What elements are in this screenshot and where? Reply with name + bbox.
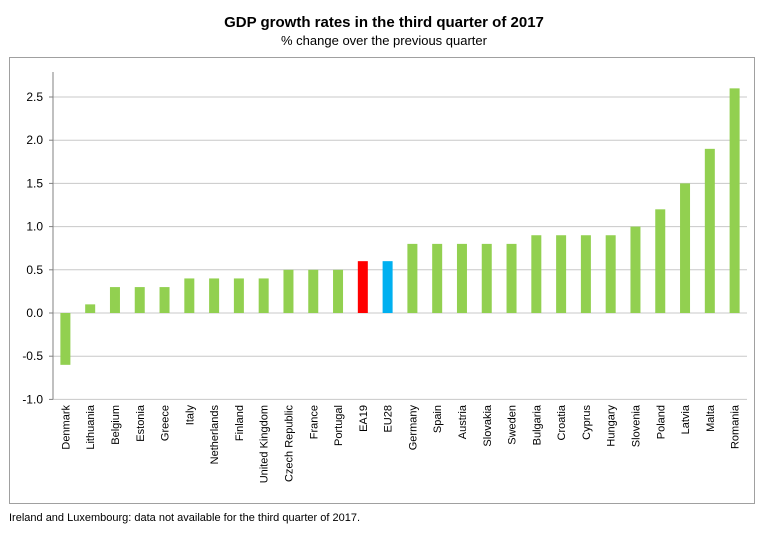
x-tick-label: Sweden (507, 405, 519, 445)
x-tick-label: Cyprus (581, 405, 593, 440)
x-tick-label: Netherlands (209, 405, 221, 465)
y-tick-label: 0.0 (26, 306, 43, 320)
x-tick-label: Czech Republic (283, 405, 295, 483)
bar-czech-republic (283, 269, 294, 313)
x-tick-label: Bulgaria (531, 404, 543, 445)
x-tick-label: Estonia (135, 404, 147, 442)
x-tick-label: Romania (730, 404, 742, 449)
x-tick-label: France (308, 405, 320, 439)
x-tick-label: Poland (655, 405, 667, 439)
x-tick-label: Belgium (110, 405, 122, 445)
x-tick-label: EA19 (358, 405, 370, 432)
x-tick-label: Portugal (333, 405, 345, 446)
bar-finland (233, 278, 244, 313)
x-tick-label: EU28 (383, 405, 395, 433)
y-tick-label: 1.5 (26, 176, 43, 190)
footnote: Ireland and Luxembourg: data not availab… (9, 512, 361, 524)
bar-france (308, 269, 319, 313)
x-tick-label: Austria (457, 404, 469, 439)
bar-latvia (680, 183, 691, 313)
x-tick-label: Greece (160, 405, 172, 441)
x-tick-label: Denmark (60, 405, 72, 450)
bar-spain (432, 243, 443, 313)
bar-cyprus (580, 235, 591, 313)
x-tick-label: Slovakia (482, 404, 494, 446)
chart-title: GDP growth rates in the third quarter of… (224, 14, 544, 31)
bar-italy (184, 278, 195, 313)
chart-subtitle: % change over the previous quarter (281, 33, 487, 48)
bar-slovenia (630, 226, 641, 313)
bar-romania (729, 88, 740, 313)
bar-hungary (605, 235, 616, 313)
y-tick-label: -0.5 (22, 349, 43, 363)
bar-united-kingdom (258, 278, 269, 313)
bar-austria (456, 243, 467, 313)
x-tick-label: Germany (407, 405, 419, 451)
y-tick-label: 2.5 (26, 90, 43, 104)
bar-eu28 (382, 261, 393, 313)
x-tick-label: Italy (184, 405, 196, 426)
bar-ea19 (357, 261, 368, 313)
bar-croatia (556, 235, 567, 313)
x-tick-label: Slovenia (630, 404, 642, 447)
bar-slovakia (481, 243, 492, 313)
y-tick-label: 2.0 (26, 133, 43, 147)
y-tick-label: 1.0 (26, 220, 43, 234)
x-tick-label: United Kingdom (259, 405, 271, 483)
bar-germany (407, 243, 418, 313)
bar-greece (159, 287, 170, 313)
bar-belgium (109, 287, 120, 313)
bar-bulgaria (531, 235, 542, 313)
x-tick-label: Malta (705, 404, 717, 432)
x-tick-label: Spain (432, 405, 444, 433)
bar-poland (655, 209, 666, 313)
bar-denmark (60, 313, 71, 365)
bar-estonia (134, 287, 145, 313)
bar-netherlands (209, 278, 220, 313)
x-tick-label: Finland (234, 405, 246, 441)
bar-portugal (333, 269, 344, 313)
bar-malta (704, 148, 715, 313)
y-tick-label: 0.5 (26, 263, 43, 277)
chart-frame (9, 57, 755, 504)
bar-lithuania (85, 304, 96, 313)
x-tick-label: Lithuania (85, 404, 97, 450)
x-tick-label: Hungary (606, 405, 618, 447)
x-tick-label: Latvia (680, 404, 692, 434)
y-tick-label: -1.0 (22, 392, 43, 406)
bar-sweden (506, 243, 517, 313)
x-tick-label: Croatia (556, 404, 568, 440)
